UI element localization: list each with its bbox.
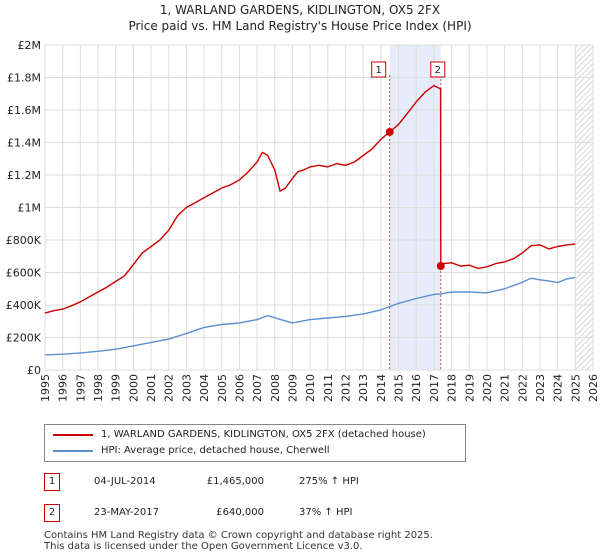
y-tick-label: £1.6M bbox=[7, 104, 41, 117]
chart-title: 1, WARLAND GARDENS, KIDLINGTON, OX5 2FX … bbox=[0, 2, 600, 34]
x-tick-label: 2009 bbox=[286, 374, 299, 402]
x-tick-label: 2004 bbox=[198, 374, 211, 402]
transaction-date: 04-JUL-2014 bbox=[94, 476, 156, 487]
sale-label: 2 bbox=[435, 65, 441, 76]
x-tick-label: 2011 bbox=[322, 374, 335, 402]
x-tick-label: 2003 bbox=[180, 374, 193, 402]
sale-label-box bbox=[371, 61, 387, 78]
hpi-series-line bbox=[44, 276, 576, 356]
x-tick-label: 2022 bbox=[516, 374, 529, 402]
legend-swatch-hpi bbox=[53, 450, 93, 452]
x-tick-label: 2007 bbox=[251, 374, 264, 402]
price-chart: £0 £200K £400K £600K £800K £1M £1.2M £1.4M £1.6M… bbox=[6, 39, 600, 402]
x-tick-label: 2019 bbox=[463, 374, 476, 402]
legend: 1, WARLAND GARDENS, KIDLINGTON, OX5 2FX … bbox=[44, 424, 466, 462]
x-tick-label: 1997 bbox=[74, 374, 87, 402]
title-line-1: 1, WARLAND GARDENS, KIDLINGTON, OX5 2FX bbox=[159, 3, 441, 17]
y-tick-label: £200K bbox=[6, 332, 42, 345]
x-tick-label: 2002 bbox=[163, 374, 176, 402]
y-tick-label: £600K bbox=[6, 267, 42, 280]
x-tick-label: 2010 bbox=[304, 374, 317, 402]
y-tick-label: £2M bbox=[18, 39, 42, 52]
y-tick-label: £1.2M bbox=[7, 169, 41, 182]
axis-layer: £0 £200K £400K £600K £800K £1M £1.2M £1.4M £1.6M… bbox=[6, 39, 600, 402]
x-tick-label: 2024 bbox=[552, 374, 565, 402]
transaction-number: 1 bbox=[44, 473, 60, 491]
x-tick-label: 2021 bbox=[499, 374, 512, 402]
transaction-date: 23-MAY-2017 bbox=[94, 507, 160, 518]
transaction-number: 2 bbox=[44, 504, 60, 522]
x-tick-label: 2008 bbox=[269, 374, 282, 402]
x-tick-label: 1999 bbox=[110, 374, 123, 402]
y-tick-label: £1M bbox=[18, 202, 42, 215]
x-tick-label: 1995 bbox=[39, 374, 52, 402]
title-line-2: Price paid vs. HM Land Registry's House … bbox=[128, 19, 472, 33]
sale-point bbox=[436, 262, 445, 270]
y-tick-label: £400K bbox=[6, 299, 42, 312]
property-series-line bbox=[44, 84, 576, 314]
x-tick-label: 2025 bbox=[569, 374, 582, 402]
x-tick-label: 2012 bbox=[340, 374, 353, 402]
x-tick-label: 2023 bbox=[534, 374, 547, 402]
grid-layer bbox=[44, 44, 594, 371]
x-tick-label: 2017 bbox=[428, 374, 441, 402]
series-layer bbox=[44, 84, 576, 356]
y-tick-label: £800K bbox=[6, 234, 42, 247]
x-tick-label: 2013 bbox=[357, 374, 370, 402]
x-tick-label: 2018 bbox=[446, 374, 459, 402]
x-tick-label: 2016 bbox=[410, 374, 423, 402]
legend-label-property: 1, WARLAND GARDENS, KIDLINGTON, OX5 2FX … bbox=[101, 429, 426, 440]
transaction-price: £640,000 bbox=[216, 507, 264, 518]
x-tick-label: 2014 bbox=[375, 374, 388, 402]
sale-label: 1 bbox=[376, 65, 382, 76]
transaction-hpi-change: 37% ↑ HPI bbox=[299, 507, 353, 518]
transaction-hpi-change: 275% ↑ HPI bbox=[299, 476, 359, 487]
x-tick-label: 2026 bbox=[587, 374, 600, 402]
x-tick-label: 2005 bbox=[216, 374, 229, 402]
x-tick-label: 2001 bbox=[145, 374, 158, 402]
x-tick-label: 2000 bbox=[127, 374, 140, 402]
transaction-price: £1,465,000 bbox=[206, 476, 264, 487]
y-tick-label: £0 bbox=[27, 364, 41, 377]
sale-label-box bbox=[430, 61, 446, 78]
footer: Contains HM Land Registry data © Crown c… bbox=[44, 530, 433, 552]
sale-point bbox=[385, 127, 394, 136]
x-tick-label: 1996 bbox=[57, 374, 70, 402]
x-tick-label: 2015 bbox=[393, 374, 406, 402]
y-tick-label: £1.8M bbox=[7, 72, 41, 85]
y-tick-label: £1.4M bbox=[7, 137, 41, 150]
footer-licence: This data is licensed under the Open Gov… bbox=[44, 541, 363, 552]
legend-swatch-property bbox=[53, 434, 93, 436]
x-tick-label: 2020 bbox=[481, 374, 494, 402]
x-tick-label: 1998 bbox=[92, 374, 105, 402]
x-tick-label: 2006 bbox=[233, 374, 246, 402]
footer-copyright: Contains HM Land Registry data © Crown c… bbox=[44, 530, 433, 541]
legend-label-hpi: HPI: Average price, detached house, Cher… bbox=[101, 445, 330, 456]
